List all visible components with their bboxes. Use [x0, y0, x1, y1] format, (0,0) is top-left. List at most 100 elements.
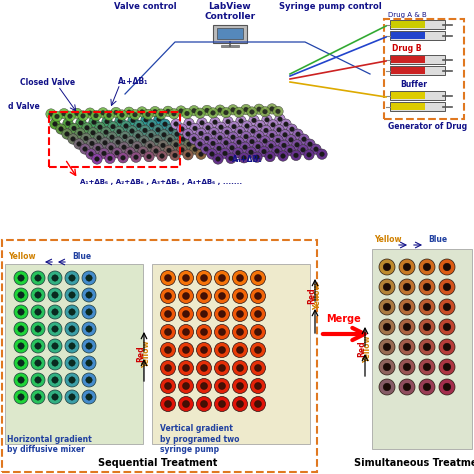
Circle shape	[273, 106, 283, 117]
Circle shape	[185, 111, 189, 116]
Circle shape	[94, 113, 98, 118]
Circle shape	[105, 119, 109, 124]
Circle shape	[201, 292, 208, 300]
Circle shape	[109, 146, 113, 150]
Circle shape	[86, 309, 92, 315]
Text: LabView
Controller: LabView Controller	[204, 2, 255, 21]
Circle shape	[247, 107, 257, 117]
Circle shape	[81, 133, 91, 144]
Circle shape	[207, 149, 217, 159]
Circle shape	[18, 326, 24, 332]
Circle shape	[118, 118, 122, 123]
Circle shape	[161, 343, 175, 357]
Circle shape	[262, 115, 272, 125]
Circle shape	[307, 153, 311, 157]
Circle shape	[157, 117, 161, 121]
Circle shape	[72, 108, 82, 118]
Circle shape	[86, 326, 92, 332]
Circle shape	[197, 325, 211, 339]
Circle shape	[202, 105, 212, 116]
Circle shape	[205, 136, 210, 141]
Text: Simultaneous Treatment: Simultaneous Treatment	[355, 458, 474, 468]
Circle shape	[268, 119, 278, 130]
Circle shape	[255, 155, 259, 160]
Circle shape	[66, 121, 70, 126]
Circle shape	[197, 343, 211, 357]
Circle shape	[52, 377, 58, 383]
Circle shape	[31, 373, 45, 387]
Circle shape	[399, 339, 415, 355]
Circle shape	[128, 150, 132, 155]
Circle shape	[255, 365, 262, 372]
Circle shape	[14, 373, 28, 387]
Circle shape	[419, 299, 435, 315]
Circle shape	[18, 343, 24, 349]
Circle shape	[127, 110, 131, 115]
Circle shape	[161, 271, 175, 285]
Circle shape	[140, 109, 145, 114]
Circle shape	[264, 128, 268, 133]
Circle shape	[65, 271, 79, 285]
Circle shape	[65, 288, 79, 302]
Circle shape	[261, 125, 271, 136]
Circle shape	[162, 132, 166, 137]
Circle shape	[241, 104, 251, 115]
FancyBboxPatch shape	[217, 28, 243, 39]
Circle shape	[240, 142, 250, 153]
Text: Red: Red	[308, 288, 317, 304]
Circle shape	[163, 106, 173, 117]
Circle shape	[182, 383, 190, 390]
Circle shape	[242, 121, 252, 131]
Circle shape	[209, 128, 219, 138]
Circle shape	[128, 139, 133, 144]
Circle shape	[263, 139, 267, 143]
Circle shape	[82, 322, 96, 336]
FancyBboxPatch shape	[391, 21, 425, 28]
Circle shape	[272, 146, 282, 156]
FancyBboxPatch shape	[391, 92, 425, 99]
Circle shape	[287, 124, 297, 135]
Circle shape	[239, 153, 249, 163]
Circle shape	[111, 107, 121, 118]
Circle shape	[403, 283, 411, 291]
Circle shape	[191, 137, 196, 141]
Circle shape	[443, 323, 451, 331]
Circle shape	[286, 135, 296, 145]
Circle shape	[292, 140, 302, 150]
Circle shape	[255, 144, 260, 149]
Circle shape	[86, 149, 96, 159]
Circle shape	[182, 310, 190, 318]
Circle shape	[133, 112, 137, 117]
Circle shape	[195, 108, 205, 118]
Circle shape	[403, 343, 411, 351]
Circle shape	[100, 137, 110, 148]
Circle shape	[234, 137, 244, 147]
Circle shape	[82, 271, 96, 285]
Circle shape	[228, 156, 233, 161]
Circle shape	[69, 292, 75, 298]
Circle shape	[177, 124, 187, 134]
Circle shape	[160, 119, 170, 129]
FancyBboxPatch shape	[390, 66, 445, 75]
Circle shape	[379, 259, 395, 275]
FancyBboxPatch shape	[390, 55, 445, 64]
Text: Vertical gradient
by programed two
syringe pump: Vertical gradient by programed two syrin…	[160, 424, 239, 454]
FancyBboxPatch shape	[391, 32, 425, 39]
Circle shape	[170, 150, 180, 161]
Circle shape	[182, 346, 190, 354]
Circle shape	[219, 125, 223, 129]
Circle shape	[270, 133, 274, 138]
Circle shape	[122, 145, 127, 149]
Circle shape	[256, 134, 261, 138]
Circle shape	[291, 150, 301, 161]
Circle shape	[75, 111, 79, 116]
Circle shape	[210, 141, 215, 146]
Circle shape	[183, 129, 193, 139]
Bar	[49, 112, 180, 167]
Text: Horizontal gradient
by diffusive mixer: Horizontal gradient by diffusive mixer	[7, 435, 92, 454]
Circle shape	[299, 134, 309, 145]
Circle shape	[128, 115, 138, 126]
Circle shape	[423, 383, 431, 391]
Circle shape	[173, 143, 178, 147]
Circle shape	[224, 110, 228, 115]
